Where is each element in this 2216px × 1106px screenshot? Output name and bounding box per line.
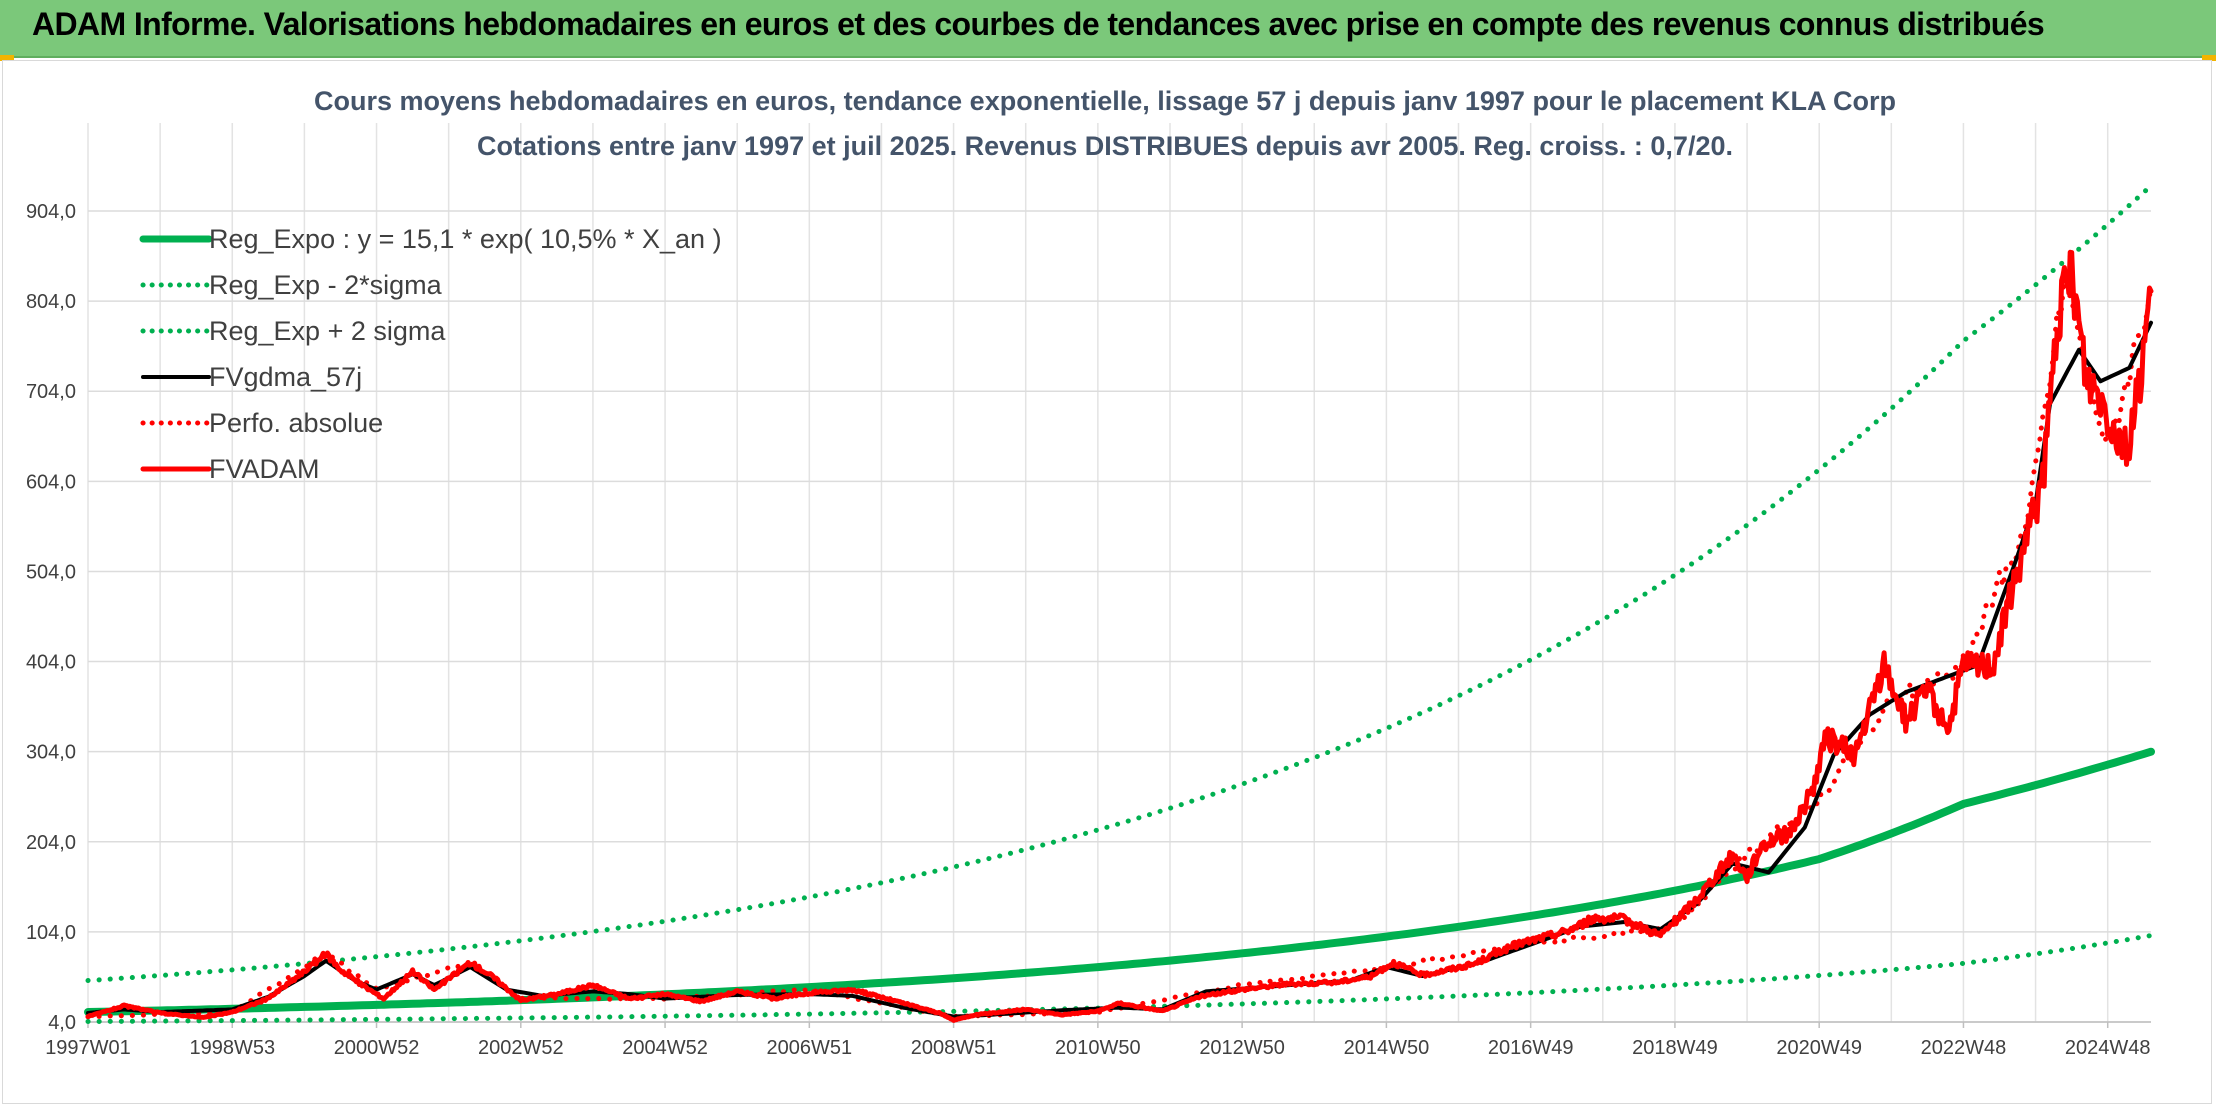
y-tick-label: 404,0 [26,652,76,674]
x-tick-label: 2004W52 [622,1037,708,1059]
series-line-0 [84,747,2155,1016]
page-title: ADAM Informe. Valorisations hebdomadaire… [32,6,2045,42]
x-tick-label: 2000W52 [334,1037,420,1059]
y-tick-label: 504,0 [26,561,76,583]
legend: Reg_Expo : y = 15,1 * exp( 10,5% * X_an … [139,224,722,484]
y-axis: 4,0 104,0 204,0 304,0 404,0 504,0 604,0 704,0 80… [26,201,76,1034]
grid-layer [87,123,2151,1023]
y-tick-label: 4,0 [48,1012,76,1034]
x-tick-label: 2022W48 [1921,1037,2007,1059]
x-axis: 1997W01 1998W53 2000W52 2002W52 2004W52 2006W… [45,1021,2151,1059]
y-tick-label: 304,0 [26,742,76,764]
legend-label: Perfo. absolue [209,408,383,438]
x-tick-label: 1997W01 [45,1037,131,1059]
x-tick-label: 2014W50 [1344,1037,1430,1059]
x-tick-label: 2018W49 [1632,1037,1718,1059]
legend-label: Reg_Exp - 2*sigma [209,270,443,300]
y-tick-label: 204,0 [26,832,76,854]
header-corner-left [0,55,14,61]
legend-label: FVADAM [209,454,320,484]
x-tick-label: 2012W50 [1199,1037,1285,1059]
chart-title-line-1: Cours moyens hebdomadaires en euros, ten… [314,86,1896,116]
legend-label: Reg_Expo : y = 15,1 * exp( 10,5% * X_an … [209,224,722,254]
chart-area: Cours moyens hebdomadaires en euros, ten… [2,60,2212,1104]
y-tick-label: 704,0 [26,381,76,403]
y-tick-label: 904,0 [26,201,76,223]
header-corner-right [2202,55,2216,61]
line-chart: Cours moyens hebdomadaires en euros, ten… [26,86,2155,1059]
chart-title-line-2: Cotations entre janv 1997 et juil 2025. … [477,131,1733,161]
legend-label: Reg_Exp + 2 sigma [209,316,446,346]
series-line-5 [85,249,2154,1023]
x-tick-label: 2002W52 [478,1037,564,1059]
x-tick-label: 2008W51 [911,1037,997,1059]
y-tick-label: 804,0 [26,291,76,313]
x-tick-label: 2020W49 [1776,1037,1862,1059]
x-tick-label: 2006W51 [767,1037,853,1059]
series-line-3 [86,320,2153,1019]
y-tick-label: 104,0 [26,922,76,944]
series-layer [84,183,2155,1024]
legend-label: FVgdma_57j [209,362,362,392]
page-header: ADAM Informe. Valorisations hebdomadaire… [0,0,2216,58]
y-tick-label: 604,0 [26,471,76,493]
series-line-4 [85,272,2154,1019]
x-tick-label: 2024W48 [2065,1037,2151,1059]
x-tick-label: 1998W53 [189,1037,275,1059]
x-tick-label: 2010W50 [1055,1037,1141,1059]
series-line-2 [85,183,2154,983]
x-tick-label: 2016W49 [1488,1037,1574,1059]
